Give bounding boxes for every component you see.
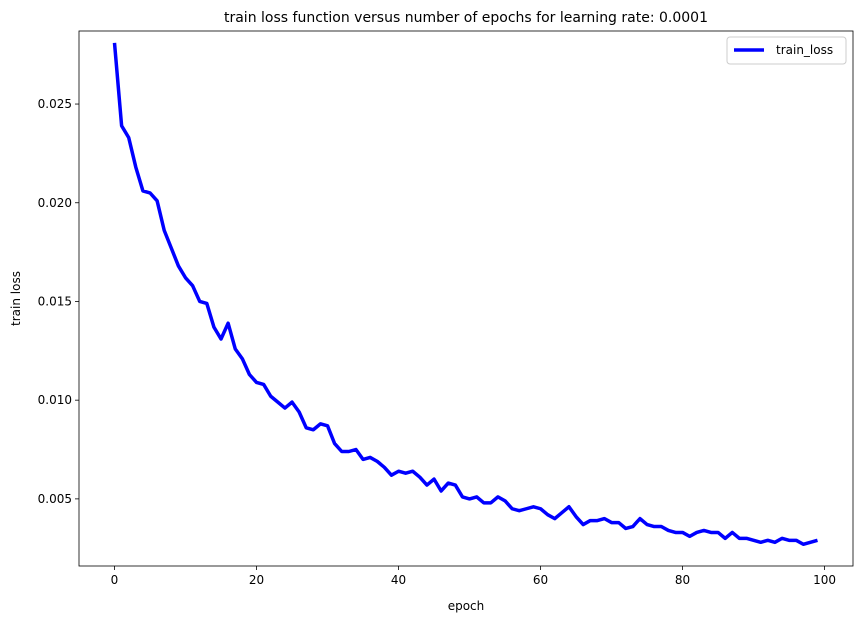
legend: train_loss — [726, 36, 847, 65]
plot-area — [79, 31, 853, 566]
y-axis-label: train loss — [9, 271, 23, 326]
y-tick-label: 0.010 — [38, 393, 72, 407]
y-tick-label: 0.020 — [38, 196, 72, 210]
y-tick-label: 0.025 — [38, 97, 72, 111]
y-tick-label: 0.015 — [38, 294, 72, 308]
x-tick-label: 20 — [249, 573, 264, 587]
x-tick-label: 40 — [391, 573, 406, 587]
x-tick-label: 100 — [813, 573, 836, 587]
legend-box — [726, 36, 847, 65]
series-line-train-loss — [112, 42, 818, 547]
plot-frame — [78, 30, 854, 567]
x-tick-label: 0 — [111, 573, 119, 587]
x-axis: 0 20 40 60 80 100 — [111, 566, 836, 587]
series-layer — [112, 42, 818, 547]
y-axis: 0.005 0.010 0.015 0.020 0.025 — [38, 97, 79, 506]
y-tick-label: 0.005 — [38, 492, 72, 506]
x-tick-label: 60 — [533, 573, 548, 587]
chart-title: train loss function versus number of epo… — [224, 10, 708, 26]
legend-label-train-loss: train_loss — [776, 43, 833, 57]
x-tick-label: 80 — [675, 573, 690, 587]
x-axis-label: epoch — [448, 599, 485, 613]
